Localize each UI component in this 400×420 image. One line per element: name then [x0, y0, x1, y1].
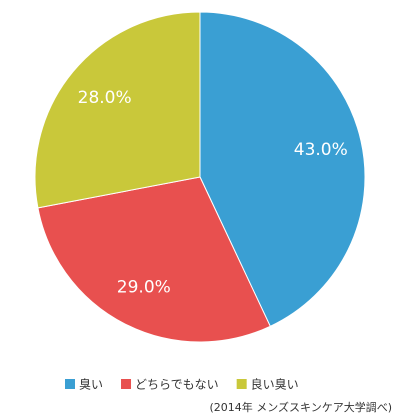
pie-slice	[199, 11, 366, 327]
pie-slice	[37, 176, 271, 343]
legend-swatch	[121, 379, 132, 389]
value-label: 43.0%	[294, 140, 348, 160]
source-note: (2014年 メンズスキンケア大学調べ)	[209, 400, 392, 414]
legend-swatch	[65, 379, 75, 389]
pie-slice	[34, 11, 201, 209]
legend-label: 良い臭い	[251, 377, 299, 392]
value-label: 29.0%	[117, 277, 171, 297]
legend-label: どちらでもない	[135, 378, 219, 392]
value-label: 28.0%	[78, 88, 132, 108]
legend-swatch	[236, 379, 247, 389]
legend-label: 臭い	[79, 377, 103, 392]
